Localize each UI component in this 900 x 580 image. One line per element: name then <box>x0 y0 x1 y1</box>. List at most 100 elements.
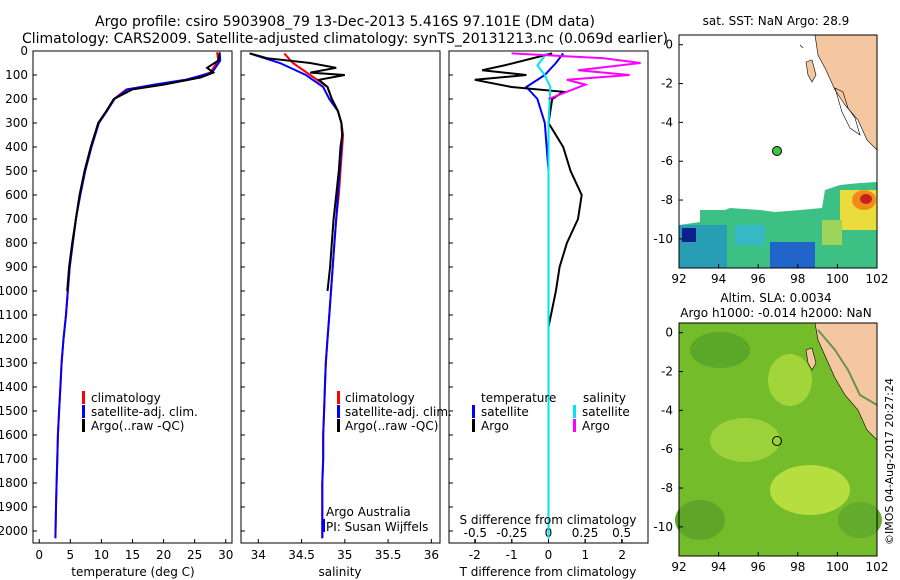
sst-map-title: sat. SST: NaN Argo: 28.9 <box>703 14 850 28</box>
map-x-tick-label: 100 <box>826 272 849 286</box>
legend-swatch-sal-argo <box>573 419 576 432</box>
salinity-x-axis: 34 34.5 35 35.5 36 <box>251 539 439 562</box>
satellite-line <box>54 52 222 539</box>
map-y-tick-label: -8 <box>661 193 673 207</box>
depth-tick-label: 200 <box>5 92 28 106</box>
map-y-tick-label: -2 <box>661 77 673 91</box>
difference-x-axis: -2 -1 0 1 2 <box>469 539 626 562</box>
difference-legend: temperature salinity satellite Argo sate… <box>472 391 630 433</box>
satellite-line <box>249 52 344 539</box>
depth-tick-label: 500 <box>5 164 28 178</box>
temperature-x-axis: 0 5 10 15 20 25 30 <box>35 539 233 562</box>
legend-label-temp-satellite: satellite <box>481 405 529 419</box>
x-tick-label: -2 <box>469 548 481 562</box>
sst-field-transition <box>822 220 842 245</box>
depth-tick-label: 1600 <box>0 428 28 442</box>
sst-map <box>679 34 878 268</box>
depth-tick-label: 100 <box>5 68 28 82</box>
legend-swatch-climatology <box>82 391 85 404</box>
depth-tick-label: 1000 <box>0 284 28 298</box>
legend-label-climatology: climatology <box>345 391 415 405</box>
legend-header-salinity: salinity <box>583 391 626 405</box>
sla-field-high-south <box>770 465 850 515</box>
argo-line <box>249 52 345 292</box>
sla-field-low <box>690 332 750 368</box>
legend-label-satellite: satellite-adj. clim. <box>91 405 198 419</box>
map-x-tick-label: 96 <box>751 272 766 286</box>
argo-float-marker <box>772 436 782 446</box>
map-x-tick-label: 92 <box>671 560 686 574</box>
s-difference-axis-label: S difference from climatology <box>460 513 637 527</box>
depth-tick-label: 1700 <box>0 452 28 466</box>
depth-tick-label: 400 <box>5 140 28 154</box>
sla-map-land-island <box>805 347 817 371</box>
climatology-line <box>54 52 220 539</box>
salinity-axis-label: salinity <box>318 565 361 579</box>
credit-marker <box>322 519 325 532</box>
sst-map-islet <box>799 44 804 49</box>
sst-field-cool-south <box>770 242 815 268</box>
x-tick-label: -1 <box>506 548 518 562</box>
sla-field-center <box>768 354 812 406</box>
map-x-tick-label: 98 <box>790 560 805 574</box>
map-y-tick-label: -4 <box>661 403 673 417</box>
legend-label-climatology: climatology <box>91 391 161 405</box>
salinity-series <box>249 52 345 539</box>
legend-swatch-argo <box>337 419 340 432</box>
imos-timestamp: ©IMOS 04-Aug-2017 20:27:24 <box>883 378 896 545</box>
depth-tick-label: 900 <box>5 260 28 274</box>
legend-label-satellite: satellite-adj. clim. <box>345 405 452 419</box>
map-x-tick-label: 92 <box>671 272 686 286</box>
sla-field-high <box>710 418 780 462</box>
pi-credit: PI: Susan Wijffels <box>326 520 428 534</box>
legend-swatch-argo <box>82 419 85 432</box>
map-x-tick-label: 94 <box>711 560 726 574</box>
map-y-tick-label: -6 <box>661 154 673 168</box>
x-tick-label: 1 <box>582 548 590 562</box>
depth-axis: 0 100 200 300 400 500 600 700 800 900 1000 1100 1200… <box>0 44 453 538</box>
map-y-tick-label: 0 <box>665 38 673 52</box>
x-tick-label: 0 <box>545 548 553 562</box>
temperature-panel-frame <box>32 50 233 544</box>
legend-label-sal-argo: Argo <box>582 419 610 433</box>
depth-tick-label: 1900 <box>0 500 28 514</box>
argo-float-marker <box>772 146 782 156</box>
x-tick-label: 10 <box>94 548 109 562</box>
legend-label-temp-argo: Argo <box>481 419 509 433</box>
map-y-tick-label: -10 <box>653 520 673 534</box>
sal-satellite-diff-line <box>536 52 552 539</box>
temp-argo-diff-line <box>474 52 583 328</box>
x-tick-label: 20 <box>156 548 171 562</box>
figure-title-line2: Climatology: CARS2009. Satellite-adjuste… <box>22 31 668 47</box>
legend-label-argo: Argo(..raw -QC) <box>91 419 184 433</box>
depth-tick-label: 1800 <box>0 476 28 490</box>
legend-swatch-sal-satellite <box>573 405 576 418</box>
climatology-line <box>283 52 345 539</box>
x-tick-label: 2 <box>618 548 626 562</box>
temp-satellite-diff-line <box>524 52 564 539</box>
sla-field-low-east <box>838 502 882 538</box>
sst-map-axes: 92 94 96 98 100 102 0 -2 -4 -6 -8 -10 <box>653 38 888 286</box>
sla-map <box>675 322 882 556</box>
legend-header-temperature: temperature <box>481 391 556 405</box>
x2-tick-label: -0.5 <box>464 526 487 540</box>
depth-tick-label: 1100 <box>0 308 28 322</box>
depth-tick-label: 300 <box>5 116 28 130</box>
depth-tick-label: 2000 <box>0 524 28 538</box>
map-y-tick-label: 0 <box>665 326 673 340</box>
sla-map-subtitle: Argo h1000: -0.014 h2000: NaN <box>680 306 872 320</box>
depth-tick-label: 1200 <box>0 332 28 346</box>
figure-title-line1: Argo profile: csiro 5903908_79 13-Dec-20… <box>95 14 595 30</box>
x-tick-label: 15 <box>125 548 140 562</box>
x-tick-label: 35 <box>337 548 352 562</box>
map-x-tick-label: 96 <box>751 560 766 574</box>
depth-tick-label: 1300 <box>0 356 28 370</box>
x2-tick-label: -0.25 <box>496 526 527 540</box>
depth-tick-label: 0 <box>20 44 28 58</box>
x-tick-label: 25 <box>187 548 202 562</box>
map-y-tick-label: -4 <box>661 115 673 129</box>
legend-swatch-temp-argo <box>472 419 475 432</box>
sal-argo-diff-line <box>511 52 641 100</box>
map-x-tick-label: 102 <box>866 272 889 286</box>
